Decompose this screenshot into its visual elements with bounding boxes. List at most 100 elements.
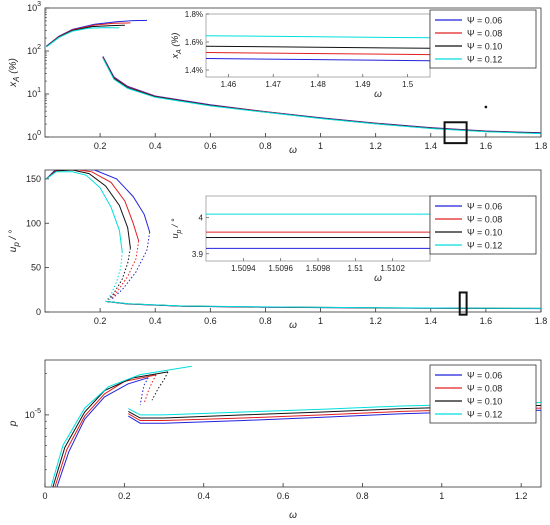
x-axis-label: ω	[289, 320, 297, 331]
y-tick-label: 150	[26, 174, 41, 184]
series-line-unstable	[143, 374, 157, 404]
x-tick-label: 0.8	[356, 491, 369, 501]
series-line-upper	[46, 171, 123, 252]
x-tick-label: 1.4	[425, 316, 438, 326]
x-tick-label: 1.2	[369, 316, 382, 326]
series-line-upper	[56, 377, 149, 487]
inset-xa: 1.46 1.47 1.48 1.49 1.5 1.4% 1.6% 1.8% ω xA (%)	[170, 10, 431, 100]
inset-x-tick-label: 1.5098	[306, 264, 331, 273]
y-tick-label: 100	[26, 218, 41, 228]
y-tick-label: 102	[27, 44, 41, 56]
series-group	[46, 170, 541, 310]
x-tick-label: 0.2	[94, 316, 107, 326]
series-group	[46, 19, 541, 135]
inset-series-line	[205, 58, 431, 62]
x-axis-label: ω	[289, 145, 297, 156]
inset-up: 1.5094 1.5096 1.5098 1.51 1.5102 3.9 4 ω up / °	[170, 195, 431, 284]
x-tick-label: 1	[318, 316, 323, 326]
series-line-upper	[50, 365, 192, 487]
x-tick-label: 0.4	[149, 316, 162, 326]
x-tick-label: 0.6	[277, 491, 290, 501]
legend-label: Ψ = 0.12	[467, 55, 502, 65]
series-line-upper	[46, 170, 131, 249]
series-line-lower	[105, 300, 541, 309]
x-axis-label: ω	[289, 510, 297, 521]
inset-x-tick-label: 1.46	[221, 80, 237, 89]
x-tick-label: 0.2	[118, 491, 131, 501]
x-tick-label: 0	[42, 491, 47, 501]
series-line-upper	[46, 19, 148, 47]
x-tick-label: 0.6	[204, 316, 217, 326]
legend-label: Ψ = 0.08	[467, 384, 502, 394]
plot-area	[44, 359, 542, 488]
x-tick-label: 0.2	[94, 141, 107, 151]
inset-y-tick-label: 1.4%	[185, 66, 203, 75]
y-tick-label: 101	[27, 87, 41, 99]
inset-x-tick-label: 1.5094	[231, 264, 256, 273]
legend: Ψ = 0.06 Ψ = 0.08 Ψ = 0.10 Ψ = 0.12	[429, 195, 537, 255]
series-line-upper	[46, 170, 140, 242]
y-tick-label: 0	[36, 307, 41, 317]
y-axis-label: xA (%)	[8, 58, 21, 88]
series-line-unstable	[110, 232, 151, 300]
series-line-upper	[46, 22, 131, 47]
series-line-upper	[46, 27, 120, 48]
legend-label: Ψ = 0.12	[467, 410, 502, 420]
series-line-unstable	[139, 377, 149, 406]
x-tick-label: 1	[318, 141, 323, 151]
inset-y-axis-label: xA (%)	[170, 33, 183, 60]
inset-plot-area	[205, 13, 431, 78]
series-line-unstable	[151, 371, 169, 401]
zoom-box	[458, 291, 468, 316]
x-tick-label: 1.6	[480, 141, 493, 151]
zoom-box	[443, 121, 468, 145]
marker-dot	[484, 105, 488, 109]
inset-series-line	[205, 52, 431, 56]
inset-x-axis-label: ω	[374, 273, 382, 284]
legend-label: Ψ = 0.08	[467, 29, 502, 39]
inset-y-tick-label: 3.9	[192, 250, 204, 259]
series-line-upper	[52, 371, 169, 487]
series-group	[50, 365, 541, 487]
series-line-unstable	[109, 240, 140, 300]
x-tick-label: 0.4	[197, 491, 210, 501]
inset-series-line	[205, 45, 431, 49]
legend-label: Ψ = 0.10	[467, 228, 502, 238]
inset-y-tick-label: 1.8%	[185, 10, 203, 19]
legend-label: Ψ = 0.06	[467, 371, 502, 381]
x-tick-label: 0.8	[259, 141, 272, 151]
inset-x-tick-label: 1.48	[310, 80, 326, 89]
x-tick-label: 0.6	[204, 141, 217, 151]
series-line-lower	[102, 57, 541, 135]
inset-x-tick-label: 1.5096	[268, 264, 293, 273]
series-line-upper	[54, 374, 157, 487]
x-tick-label: 1.6	[480, 316, 493, 326]
inset-series-line	[205, 35, 431, 39]
legend-label: Ψ = 0.10	[467, 42, 502, 52]
inset-x-axis-label: ω	[374, 89, 382, 100]
inset-x-tick-label: 1.47	[265, 80, 281, 89]
series-line-unstable	[108, 248, 131, 300]
y-axis-label: p	[8, 420, 19, 427]
x-tick-label: 1.2	[515, 491, 528, 501]
x-tick-label: 0.4	[149, 141, 162, 151]
inset-x-tick-label: 1.49	[355, 80, 371, 89]
y-tick-label: 103	[27, 1, 41, 13]
legend: Ψ = 0.06 Ψ = 0.08 Ψ = 0.10 Ψ = 0.12	[429, 9, 537, 69]
inset-x-tick-label: 1.51	[348, 264, 364, 273]
x-tick-label: 1.4	[425, 141, 438, 151]
x-tick-label: 0.8	[259, 316, 272, 326]
x-tick-label: 1	[439, 491, 444, 501]
series-line-upper	[46, 170, 151, 233]
y-tick-label: 10-5	[25, 408, 41, 420]
y-tick-label: 50	[31, 263, 41, 273]
legend-label: Ψ = 0.06	[467, 16, 502, 26]
panel-p: 0 0.2 0.4 0.6 0.8 1 1.2 10-5 ω p Ψ = 0.06 Ψ = 0.08 Ψ…	[8, 359, 542, 521]
legend: Ψ = 0.06 Ψ = 0.08 Ψ = 0.10 Ψ = 0.12	[429, 364, 537, 424]
inset-y-tick-label: 4	[199, 214, 204, 223]
legend-label: Ψ = 0.06	[467, 202, 502, 212]
x-tick-label: 1.8	[535, 316, 548, 326]
y-tick-label: 100	[27, 130, 41, 142]
plot-area	[44, 169, 542, 313]
